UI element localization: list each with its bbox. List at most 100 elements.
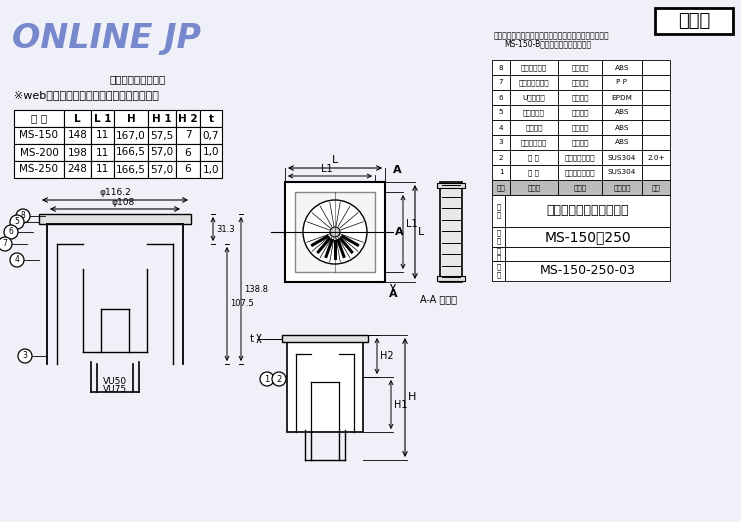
Text: 2: 2 (499, 155, 503, 160)
Bar (510, 165, 558, 180)
Text: MS-200: MS-200 (19, 148, 59, 158)
Text: 107.5: 107.5 (230, 300, 253, 309)
Text: 合成樹脂: 合成樹脂 (571, 64, 589, 71)
Text: ※web図面の為、等縮尺ではございません。: ※web図面の為、等縮尺ではございません。 (14, 90, 159, 100)
Bar (642, 150, 670, 165)
Circle shape (10, 215, 24, 229)
Bar (64, 161, 91, 178)
Text: 6: 6 (499, 94, 503, 101)
Bar (200, 161, 222, 178)
Text: Uパッキン: Uパッキン (522, 94, 545, 101)
Bar (602, 90, 642, 105)
Text: ロックネジ: ロックネジ (523, 109, 545, 116)
Text: VU75: VU75 (103, 385, 127, 394)
Bar (510, 135, 558, 150)
Text: 167,0: 167,0 (116, 130, 146, 140)
Bar (14, 127, 64, 144)
Text: 4: 4 (499, 125, 503, 130)
Text: 8: 8 (499, 65, 503, 70)
Bar (492, 120, 510, 135)
Text: 11: 11 (96, 130, 109, 140)
Text: 3: 3 (499, 139, 503, 146)
Text: 材質記号: 材質記号 (614, 184, 631, 191)
Bar (176, 110, 200, 127)
Bar (148, 110, 176, 127)
Bar (39, 214, 191, 224)
Text: ABS: ABS (615, 125, 629, 130)
Text: H: H (127, 113, 136, 124)
Bar (91, 161, 114, 178)
Bar (510, 150, 558, 165)
Bar (510, 90, 558, 105)
Bar (558, 75, 602, 90)
Bar (642, 60, 670, 75)
Bar (558, 150, 602, 165)
Text: 本 体: 本 体 (528, 169, 539, 176)
Text: MS-150～250: MS-150～250 (544, 230, 631, 244)
Bar (655, 8, 733, 34)
Bar (505, 247, 670, 261)
Bar (14, 144, 64, 161)
Bar (492, 165, 510, 180)
Text: ABS: ABS (615, 139, 629, 146)
Text: t: t (250, 334, 254, 343)
Text: 合成樹脂: 合成樹脂 (571, 79, 589, 86)
Bar (602, 165, 642, 180)
Bar (558, 135, 602, 150)
Text: トラップ本体: トラップ本体 (521, 139, 547, 146)
Circle shape (303, 200, 367, 264)
Text: L 1: L 1 (94, 113, 111, 124)
Text: 合成樹脂: 合成樹脂 (571, 139, 589, 146)
Text: 6: 6 (9, 228, 13, 236)
Text: L1: L1 (406, 219, 418, 229)
Text: ステンレス錢板: ステンレス錢板 (565, 169, 595, 176)
Bar (64, 110, 91, 127)
Text: EPDM: EPDM (611, 94, 632, 101)
Text: 番号: 番号 (496, 184, 505, 191)
Text: 11: 11 (96, 148, 109, 158)
Text: 6: 6 (185, 148, 191, 158)
Text: MS-150-250-03: MS-150-250-03 (539, 265, 636, 278)
Text: フ タ: フ タ (528, 154, 539, 161)
Text: 合成樹脂: 合成樹脂 (571, 124, 589, 131)
Text: 1: 1 (265, 374, 270, 384)
Bar (295, 192, 375, 272)
Text: フランジ: フランジ (525, 124, 542, 131)
Bar (114, 144, 148, 161)
Text: 57,0: 57,0 (150, 148, 173, 158)
Text: 1,0: 1,0 (203, 164, 219, 174)
Text: 8: 8 (21, 211, 25, 220)
Text: スペリパッキン: スペリパッキン (519, 79, 549, 86)
Bar (492, 180, 510, 195)
Circle shape (260, 372, 274, 386)
Circle shape (10, 253, 24, 267)
Text: 合成樹脂: 合成樹脂 (571, 109, 589, 116)
Bar (558, 60, 602, 75)
Text: 5: 5 (15, 218, 19, 227)
Bar (287, 342, 363, 432)
Text: 57,5: 57,5 (150, 130, 173, 140)
Bar (91, 144, 114, 161)
Bar (176, 127, 200, 144)
Bar (492, 261, 505, 281)
Text: 198: 198 (67, 148, 87, 158)
Bar (114, 110, 148, 127)
Text: トラップ付排水ユニット: トラップ付排水ユニット (546, 205, 629, 218)
Text: ABS: ABS (615, 110, 629, 115)
Text: 品
番: 品 番 (496, 230, 501, 244)
Bar (558, 180, 602, 195)
Text: 材質名: 材質名 (574, 184, 587, 191)
Bar (91, 127, 114, 144)
Bar (282, 335, 368, 342)
Text: φ108: φ108 (111, 198, 135, 207)
Text: 57,0: 57,0 (150, 164, 173, 174)
Bar (505, 227, 670, 247)
Bar (176, 161, 200, 178)
Bar (285, 182, 385, 282)
Text: 2: 2 (276, 374, 282, 384)
Bar (492, 227, 505, 247)
Text: VU50: VU50 (103, 377, 127, 386)
Bar (492, 75, 510, 90)
Text: L: L (418, 227, 425, 237)
Bar (558, 165, 602, 180)
